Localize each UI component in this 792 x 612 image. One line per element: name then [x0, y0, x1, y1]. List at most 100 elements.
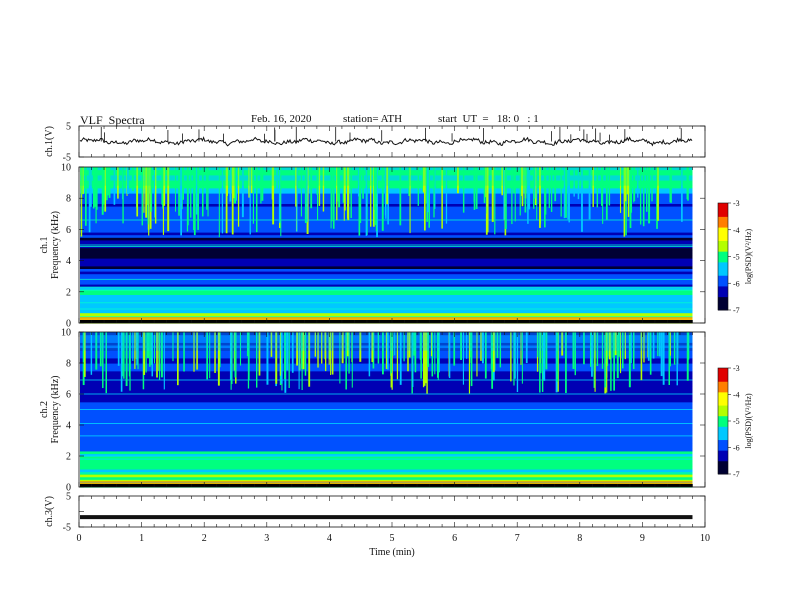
spectrogram-band: [80, 260, 693, 264]
spectrogram-band: [80, 232, 693, 236]
spectrogram-band: [80, 396, 693, 400]
spectrogram-band: [80, 289, 693, 293]
colorbar-segment: [718, 455, 728, 459]
x-tick-label: 10: [700, 533, 710, 544]
spectrogram-band: [80, 404, 693, 408]
spectrogram-band: [80, 304, 693, 308]
colorbar-segment: [718, 219, 728, 223]
colorbar-tick-label: -5: [733, 253, 740, 262]
spectrogram-band: [80, 229, 693, 233]
spectrogram-band: [80, 247, 693, 251]
x-axis-label: Time (min): [369, 547, 414, 558]
colorbar-segment: [718, 431, 728, 435]
y-tick-label: 5: [66, 492, 71, 503]
y-axis-label: Frequency (kHz): [50, 375, 61, 443]
upper-band-haze: [80, 332, 693, 351]
colorbar-tick-label: -4: [733, 226, 740, 235]
spectrogram-band: [80, 461, 693, 465]
spectrogram-band: [80, 448, 693, 452]
colorbar-segment: [718, 452, 728, 456]
spectrogram-band: [80, 435, 693, 439]
y-tick-label: 8: [66, 359, 71, 370]
colorbar-tick-label: -7: [733, 306, 740, 315]
colorbar-tick-label: -4: [733, 391, 740, 400]
colorbar-segment: [718, 413, 728, 417]
colorbar-segment: [718, 291, 728, 295]
colorbar-segment: [718, 248, 728, 252]
spectrogram-band: [80, 310, 693, 314]
x-tick-label: 1: [139, 533, 144, 544]
low-frequency-band: [80, 481, 693, 484]
spectrogram-band: [80, 224, 693, 228]
spectrogram-band: [80, 258, 693, 262]
spectrogram-band: [80, 294, 693, 298]
spectrogram-band: [80, 399, 693, 403]
colorbar-segment: [718, 368, 728, 372]
spectrogram-band: [80, 221, 693, 225]
colorbar-segment: [718, 243, 728, 247]
colorbar-segment: [718, 399, 728, 403]
spectrogram-band: [80, 417, 693, 421]
colorbar-segment: [718, 264, 728, 268]
x-tick-label: 2: [202, 533, 207, 544]
colorbar-segment: [718, 460, 728, 464]
y-tick-label: 6: [66, 390, 71, 401]
y-axis-label: ch.1: [39, 237, 50, 254]
colorbar-segment: [718, 283, 728, 287]
spectrogram-band: [80, 219, 693, 223]
colorbar-segment: [718, 288, 728, 292]
date-label: Feb. 16, 2020: [251, 113, 312, 125]
colorbar-segment: [718, 293, 728, 298]
colorbar-tick-label: -7: [733, 470, 740, 479]
x-tick-label: 8: [577, 533, 582, 544]
spectrogram-band: [80, 391, 693, 395]
y-tick-label: 4: [66, 421, 71, 432]
spectrogram-band: [80, 271, 693, 275]
spectrogram-band: [80, 458, 693, 462]
spectrogram-band: [80, 284, 693, 288]
spectrogram-band: [80, 297, 693, 301]
colorbar-segment: [718, 466, 728, 470]
colorbar-segment: [718, 211, 728, 215]
colorbar-tick-label: -6: [733, 444, 740, 453]
spectrogram-band: [80, 409, 693, 413]
spectrogram-band: [80, 414, 693, 418]
spectrogram-band: [80, 234, 693, 238]
colorbar-segment: [718, 447, 728, 451]
spectrogram-band: [80, 445, 693, 449]
spectrogram-band: [80, 422, 693, 426]
colorbar-segment: [718, 224, 728, 228]
spectrogram-band: [80, 368, 693, 372]
colorbar-segment: [718, 421, 728, 425]
spectrogram-band: [80, 394, 693, 398]
colorbar-segment: [718, 304, 728, 308]
y-tick-label: 10: [61, 328, 71, 339]
colorbar-segment: [718, 394, 728, 398]
spectrogram-band: [80, 430, 693, 434]
y-tick-label: 2: [66, 452, 71, 463]
colorbar-segment: [718, 280, 728, 284]
colorbar-segment: [718, 373, 728, 377]
spectrogram-band: [80, 463, 693, 467]
spectrogram-band: [80, 412, 693, 416]
colorbar-segment: [718, 245, 728, 249]
ch1-spectrogram-image: [80, 167, 693, 324]
colorbar-segment: [718, 386, 728, 390]
spectrogram-band: [80, 281, 693, 285]
colorbar-segment: [718, 415, 728, 419]
spectrogram-band: [80, 466, 693, 470]
colorbar-segment: [718, 277, 728, 282]
x-tick-label: 9: [640, 533, 645, 544]
y-tick-label: 6: [66, 225, 71, 236]
colorbar-tick-label: -6: [733, 279, 740, 288]
spectrogram-band: [80, 453, 693, 457]
colorbar-segment: [718, 205, 728, 209]
spectrogram-band: [80, 252, 693, 256]
spectrogram-band: [80, 383, 693, 387]
colorbar-segment: [718, 450, 728, 454]
spectrogram-band: [80, 239, 693, 243]
spectrogram-band: [80, 425, 693, 429]
spectrogram-band: [80, 286, 693, 290]
colorbar-segment: [718, 434, 728, 438]
